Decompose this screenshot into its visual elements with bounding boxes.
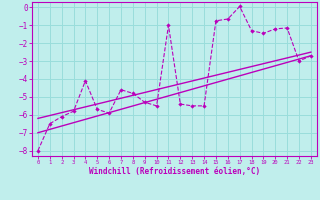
X-axis label: Windchill (Refroidissement éolien,°C): Windchill (Refroidissement éolien,°C) [89,167,260,176]
